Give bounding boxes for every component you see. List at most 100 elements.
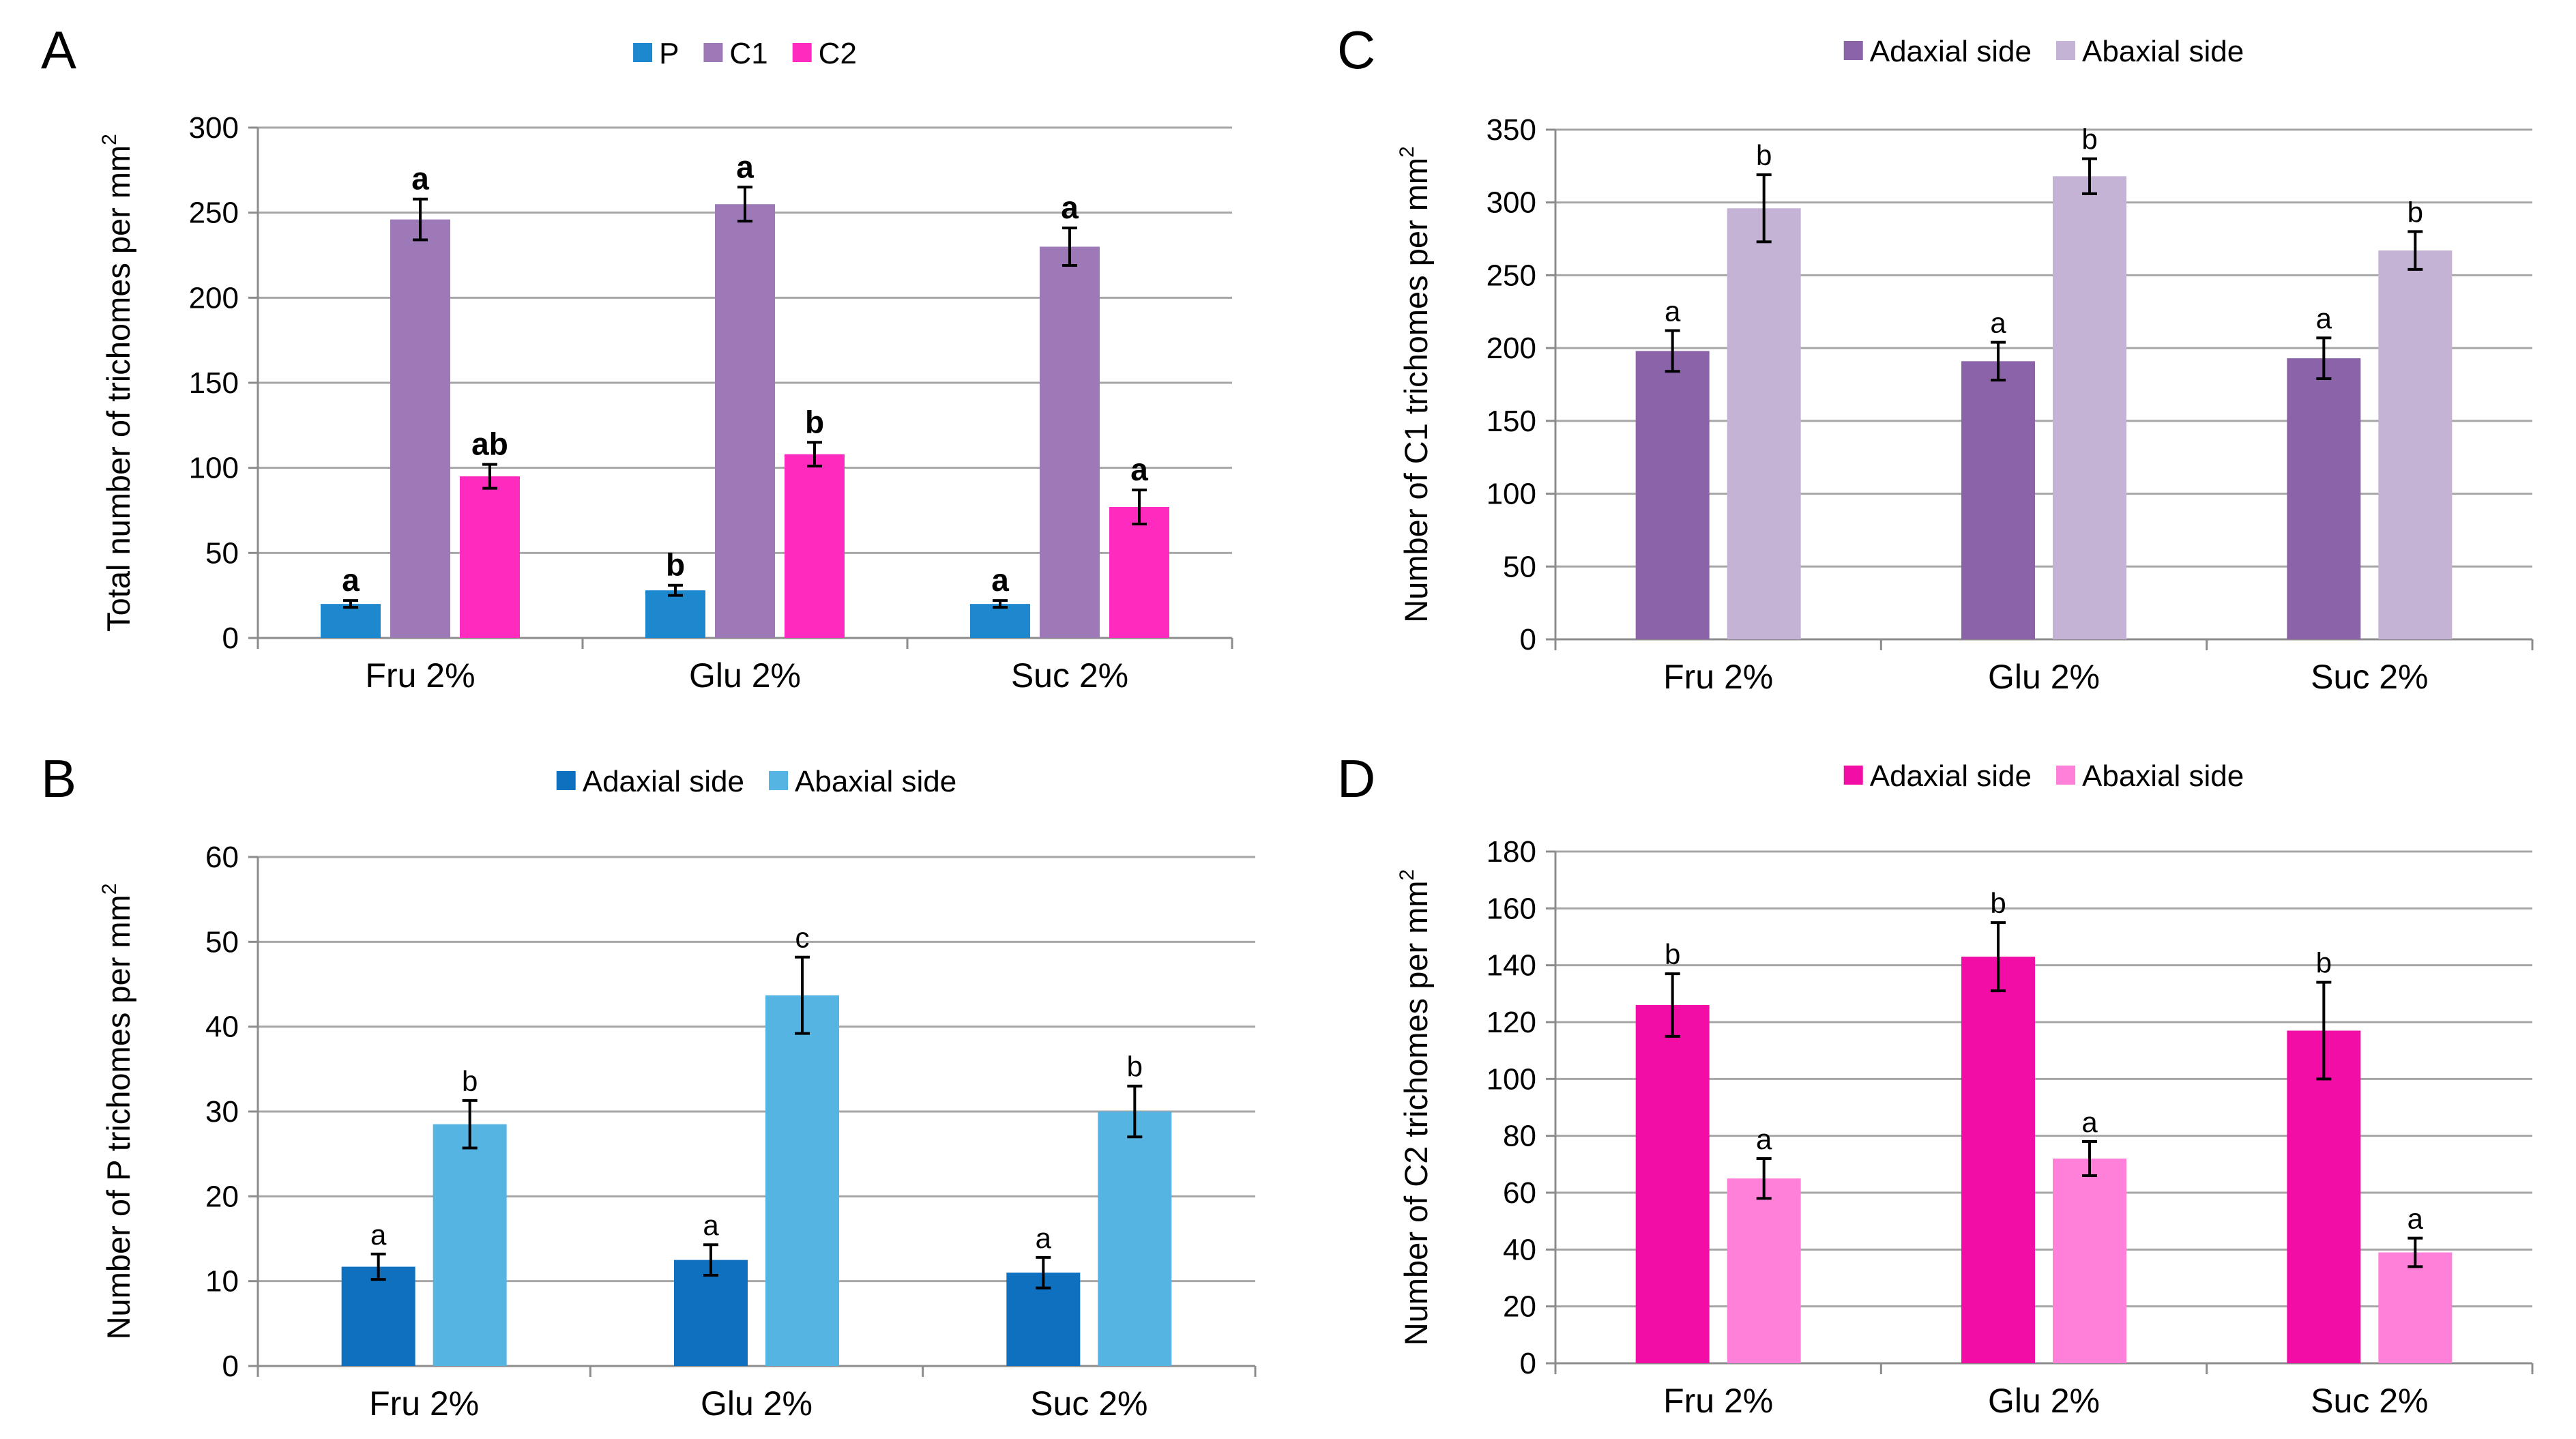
panel-d-ytick-label: 180	[1487, 835, 1536, 869]
panel-a-bar-p	[321, 604, 381, 638]
panel-b-ytick-label: 10	[205, 1265, 239, 1298]
panel-a-ytick-label: 300	[189, 111, 239, 145]
panel-a-legend-swatch	[792, 43, 812, 62]
panel-d-ytick-label: 80	[1503, 1120, 1536, 1153]
panel-b-y-axis-title-superscript: 2	[98, 884, 121, 895]
panel-a-bar-p	[645, 590, 705, 638]
panel-b-bar-abaxial-side	[765, 995, 839, 1366]
panel-c-bar-adaxial-side	[1961, 361, 2035, 639]
panel-b-bar-adaxial-side	[674, 1260, 748, 1366]
panel-a-significance-letter: a	[736, 149, 754, 184]
panel-d-significance-letter: b	[2316, 947, 2332, 979]
panel-d-ytick-label: 20	[1503, 1290, 1536, 1324]
panel-d-bar-adaxial-side	[2287, 1030, 2361, 1363]
panel-d-bar-abaxial-side	[2378, 1252, 2453, 1363]
panel-a-bar-c1	[1040, 246, 1100, 638]
panel-a-category-label: Fru 2%	[365, 656, 475, 695]
panel-a-bar-c1	[715, 204, 775, 638]
panel-a-legend-label: C1	[729, 37, 767, 70]
panel-a-bar-c1	[390, 219, 450, 638]
panel-a-category-label: Glu 2%	[689, 656, 801, 695]
panel-c-ytick-label: 350	[1487, 113, 1536, 147]
panel-b-category-label: Suc 2%	[1030, 1384, 1147, 1423]
panel-b-ytick-label: 20	[205, 1180, 239, 1213]
panel-c-ytick-label: 0	[1520, 623, 1536, 656]
panel-d-legend-label: Abaxial side	[2082, 759, 2244, 793]
panel-b-significance-letter: b	[1127, 1051, 1143, 1083]
panel-c-bar-abaxial-side	[2053, 176, 2126, 640]
panel-b-category-label: Fru 2%	[369, 1384, 479, 1423]
panel-d-significance-letter: a	[2081, 1106, 2098, 1138]
panel-a-bar-c2	[1109, 507, 1169, 638]
panel-c-letter: C	[1337, 20, 1375, 80]
panel-a-significance-letter: ab	[471, 426, 508, 462]
panel-d-category-label: Suc 2%	[2311, 1382, 2428, 1420]
panel-d-ytick-label: 160	[1487, 892, 1536, 925]
panel-b-bar-abaxial-side	[433, 1124, 507, 1366]
panel-c-significance-letter: a	[1665, 295, 1681, 328]
panel-a-bar-p	[970, 604, 1030, 638]
panel-a-significance-letter: a	[1130, 452, 1148, 487]
panel-a-y-axis-title-text: Total number of trichomes per mm	[100, 145, 136, 632]
panel-c-ytick-label: 200	[1487, 332, 1536, 365]
panel-b-ytick-label: 50	[205, 925, 239, 959]
panel-b-significance-letter: c	[795, 922, 810, 954]
panel-b-legend-label: Adaxial side	[583, 765, 744, 798]
panel-d-legend: Adaxial side Abaxial side	[1843, 759, 2244, 793]
panel-c-significance-letter: b	[2081, 123, 2097, 156]
panel-b-significance-letter: b	[462, 1065, 478, 1097]
panel-c-legend-swatch	[1843, 41, 1863, 60]
panel-b-ytick-label: 0	[222, 1350, 239, 1383]
panel-a-y-axis-title: Total number of trichomes per mm2	[98, 134, 136, 632]
panel-b-legend-swatch	[556, 771, 576, 790]
panel-a-legend-label: P	[659, 37, 679, 70]
panel-c-ytick-label: 300	[1487, 186, 1536, 220]
panel-a-significance-letter: b	[805, 404, 824, 439]
panel-a-legend-label: C2	[819, 37, 857, 70]
panel-c-significance-letter: b	[1756, 139, 1772, 171]
panel-d-ytick-label: 140	[1487, 949, 1536, 983]
panel-a-legend-swatch	[633, 43, 653, 62]
panel-c-category-label: Suc 2%	[2311, 658, 2428, 696]
panel-c-y-axis-title-text: Number of C1 trichomes per mm	[1398, 158, 1434, 623]
panel-a-ytick-label: 50	[205, 536, 239, 570]
panel-b-significance-letter: a	[370, 1219, 387, 1251]
panel-d-ytick-label: 120	[1487, 1006, 1536, 1039]
panel-d-legend-swatch	[1843, 766, 1863, 785]
panel-b-ytick-label: 30	[205, 1095, 239, 1129]
panel-d-legend-label: Adaxial side	[1870, 759, 2032, 793]
panel-d-legend-swatch	[2056, 766, 2075, 785]
panel-c-significance-letter: a	[1990, 307, 2006, 339]
panel-a-significance-letter: a	[342, 562, 360, 598]
panel-b-bar-abaxial-side	[1098, 1111, 1172, 1366]
panel-b-legend: Adaxial side Abaxial side	[556, 765, 956, 798]
panel-c-bar-adaxial-side	[1635, 351, 1710, 639]
panel-c-ytick-label: 100	[1487, 478, 1536, 511]
panel-a-ytick-label: 100	[189, 452, 239, 485]
panel-d: D 0 20 40 60 80 100 120 140 160 180 Fru 2% Glu 2% Suc…	[1337, 748, 2534, 1420]
panel-c-y-axis-title-superscript: 2	[1396, 146, 1418, 158]
panel-b-bar-adaxial-side	[341, 1266, 415, 1366]
panel-a-letter: A	[41, 20, 76, 80]
panel-d-bar-adaxial-side	[1635, 1005, 1710, 1363]
panel-d-bar-abaxial-side	[2053, 1159, 2126, 1363]
panel-d-ytick-label: 60	[1503, 1176, 1536, 1210]
panel-c-bar-adaxial-side	[2287, 358, 2361, 639]
panel-d-ytick-label: 100	[1487, 1062, 1536, 1096]
panel-d-category-label: Fru 2%	[1663, 1382, 1773, 1420]
panel-a-bar-c2	[460, 476, 520, 638]
panel-d-bar-adaxial-side	[1961, 957, 2035, 1363]
panel-b: B 0 10 20 30 40 50 60 Fru 2% Glu 2% Suc 2% a a a b c b Ad…	[41, 748, 1257, 1423]
panel-a-legend-swatch	[703, 43, 723, 62]
panel-b-letter: B	[41, 748, 76, 809]
panel-c-ytick-label: 250	[1487, 259, 1536, 292]
panel-d-significance-letter: a	[1756, 1123, 1772, 1155]
panel-d-y-axis-title-text: Number of C2 trichomes per mm	[1398, 881, 1434, 1346]
panel-a-bar-c2	[785, 454, 845, 638]
panel-b-significance-letter: a	[1036, 1222, 1052, 1254]
panel-d-significance-letter: b	[1990, 887, 2006, 919]
panel-c-category-label: Glu 2%	[1988, 658, 2100, 696]
panel-a-category-label: Suc 2%	[1011, 656, 1128, 695]
